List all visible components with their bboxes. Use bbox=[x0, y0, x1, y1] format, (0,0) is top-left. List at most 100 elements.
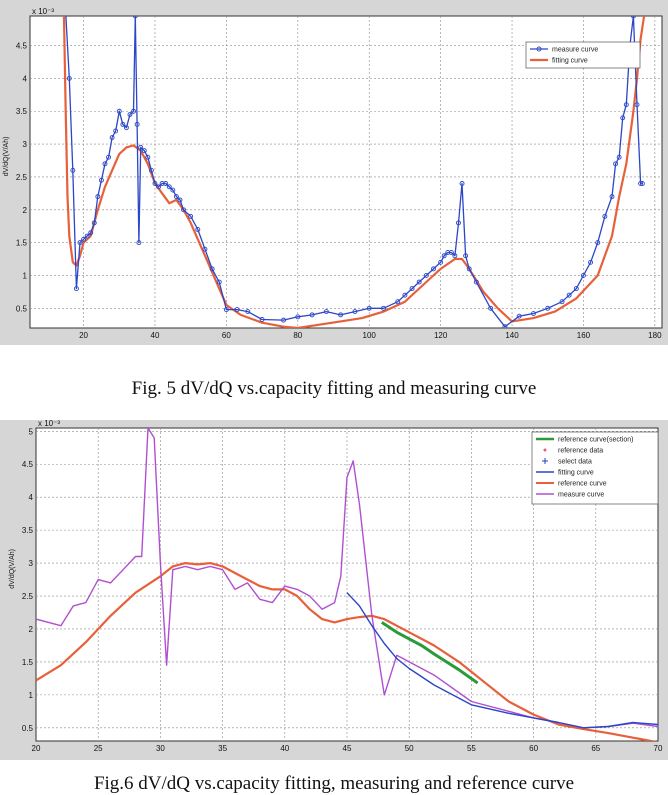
measure-curve-line-point bbox=[188, 213, 194, 219]
measure-curve-line-point bbox=[245, 309, 251, 315]
x-tick-label: 140 bbox=[505, 331, 519, 340]
measure-curve-line-point bbox=[132, 16, 138, 19]
measure-curve-line-point bbox=[131, 108, 136, 114]
legend-entry-label: measure curve bbox=[552, 47, 598, 54]
measure-curve-line-point bbox=[156, 184, 161, 190]
x-tick-label: 70 bbox=[654, 744, 663, 753]
measure-curve-line-point bbox=[152, 181, 158, 186]
measure-curve-line-point bbox=[102, 161, 108, 167]
measure-curve-line bbox=[36, 428, 658, 729]
legend-entry-label: reference curve bbox=[558, 481, 607, 488]
y-tick-label: 5 bbox=[29, 427, 34, 436]
measure-curve-line-point bbox=[163, 181, 169, 186]
figure-6-plot-panel: 20 25 30 35 40 45 50 55 60 65 70 0.5 1 1.5 2 2.5 3 3.5 4 4.… bbox=[0, 420, 668, 760]
measure-curve-line-point bbox=[402, 292, 408, 298]
measure-curve-line-point bbox=[381, 305, 386, 311]
x-tick-label: 20 bbox=[32, 744, 41, 753]
measure-curve-line-point bbox=[423, 273, 429, 278]
measure-curve-line-point bbox=[459, 181, 465, 186]
x-tick-label: 100 bbox=[363, 331, 377, 340]
measure-curve-line-point bbox=[416, 279, 422, 285]
measure-curve-line-point bbox=[98, 177, 104, 183]
y-tick-label: 4.5 bbox=[16, 42, 28, 51]
measure-curve-line-point bbox=[295, 314, 301, 320]
y-tick-label: 1.5 bbox=[22, 658, 34, 667]
measure-curve-line-point bbox=[173, 194, 179, 200]
measure-curve-line-point bbox=[602, 213, 608, 219]
x-tick-label: 40 bbox=[151, 331, 160, 340]
measure-curve-line-point bbox=[352, 309, 358, 315]
measure-curve-line-point bbox=[84, 233, 90, 239]
legend-entry-label: reference curve(section) bbox=[558, 437, 633, 444]
x-tick-label: 45 bbox=[343, 744, 352, 753]
measure-curve-line-point bbox=[134, 121, 140, 127]
y-tick-label: 4 bbox=[29, 493, 34, 502]
y-tick-label: 3.5 bbox=[22, 526, 34, 535]
measure-curve-line-point bbox=[64, 11, 68, 15]
measure-curve-line-point bbox=[141, 148, 147, 154]
measure-curve-line-point bbox=[634, 102, 640, 108]
legend-swatch bbox=[542, 458, 548, 464]
fitting-curve-line bbox=[346, 592, 658, 729]
y-tick-label: 3.5 bbox=[16, 107, 28, 116]
x-tick-label: 60 bbox=[222, 331, 231, 340]
figure-5-chart: 20 40 60 80 100 120 140 160 180 0.5 1 1.5 2 2.5 3 3.5 4 4… bbox=[3, 7, 663, 340]
x-tick-label: 65 bbox=[591, 744, 600, 753]
x-tick-label: 20 bbox=[79, 331, 88, 340]
y-axis-label: dV/dQ(V/Ah) bbox=[9, 549, 16, 589]
y-tick-label: 2 bbox=[23, 206, 28, 215]
legend-entry-label: fitting curve bbox=[552, 58, 588, 65]
legend-entry-label: fitting curve bbox=[558, 470, 594, 477]
measure-curve-line-point bbox=[138, 144, 144, 150]
measure-curve-line-point bbox=[516, 313, 522, 319]
measure-curve-line-point bbox=[448, 250, 454, 255]
measure-curve-line-point bbox=[630, 16, 636, 19]
measure-curve-line-point bbox=[409, 286, 415, 292]
measure-curve-line-point bbox=[259, 317, 265, 322]
measure-curve-line-point bbox=[216, 279, 222, 285]
measure-curve-line-point bbox=[473, 279, 479, 285]
measure-curve-line-point bbox=[452, 253, 458, 259]
y-tick-label: 2.5 bbox=[22, 592, 34, 601]
measure-curve-line-point bbox=[323, 309, 329, 315]
measure-curve-line-point bbox=[566, 292, 572, 298]
legend-swatch bbox=[543, 448, 547, 452]
measure-curve-line-point bbox=[613, 161, 619, 167]
measure-curve-line-point bbox=[109, 135, 115, 140]
x-tick-label: 35 bbox=[218, 744, 227, 753]
measure-curve-line-point bbox=[463, 253, 469, 259]
x-tick-label: 120 bbox=[434, 331, 448, 340]
measure-curve-line-point bbox=[395, 299, 401, 305]
x-tick-label: 30 bbox=[156, 744, 165, 753]
legend-entry-label: reference data bbox=[558, 448, 603, 455]
legend: measure curve fitting curve bbox=[525, 41, 641, 69]
measure-curve-line-point bbox=[120, 121, 126, 127]
measure-curve-line-point bbox=[209, 266, 215, 272]
y-tick-label: 1 bbox=[23, 271, 28, 280]
measure-curve-line-point bbox=[195, 227, 201, 232]
measure-curve-line-point bbox=[456, 220, 461, 226]
measure-curve-line-point bbox=[88, 230, 94, 236]
legend-swatch-marker bbox=[536, 46, 542, 52]
measure-curve-line-point bbox=[545, 305, 551, 311]
measure-curve-line-point bbox=[639, 181, 645, 186]
measure-curve-line-point bbox=[595, 240, 601, 246]
series-group bbox=[36, 428, 658, 741]
measure-curve-line-point bbox=[431, 266, 436, 272]
measure-curve-line-point bbox=[145, 154, 151, 160]
measure-curve-line-point bbox=[588, 259, 594, 265]
measure-curve-line-point bbox=[366, 305, 372, 311]
measure-curve-line-point bbox=[73, 286, 79, 292]
figure-5-caption: Fig. 5 dV/dQ vs.capacity fitting and mea… bbox=[131, 378, 537, 399]
measure-curve-line-point bbox=[234, 307, 240, 313]
measure-curve-line-point bbox=[559, 299, 565, 305]
measure-curve-line-point bbox=[136, 240, 142, 246]
measure-curve-line-point bbox=[95, 194, 101, 200]
y-tick-label: 4.5 bbox=[22, 460, 34, 469]
x-tick-label: 160 bbox=[577, 331, 591, 340]
y-exponent-label: x 10⁻³ bbox=[38, 420, 60, 428]
x-tick-label: 180 bbox=[648, 331, 662, 340]
measure-curve-line-point bbox=[580, 273, 586, 278]
measure-curve-line-point bbox=[531, 311, 536, 316]
measure-curve-line-point bbox=[441, 253, 447, 259]
